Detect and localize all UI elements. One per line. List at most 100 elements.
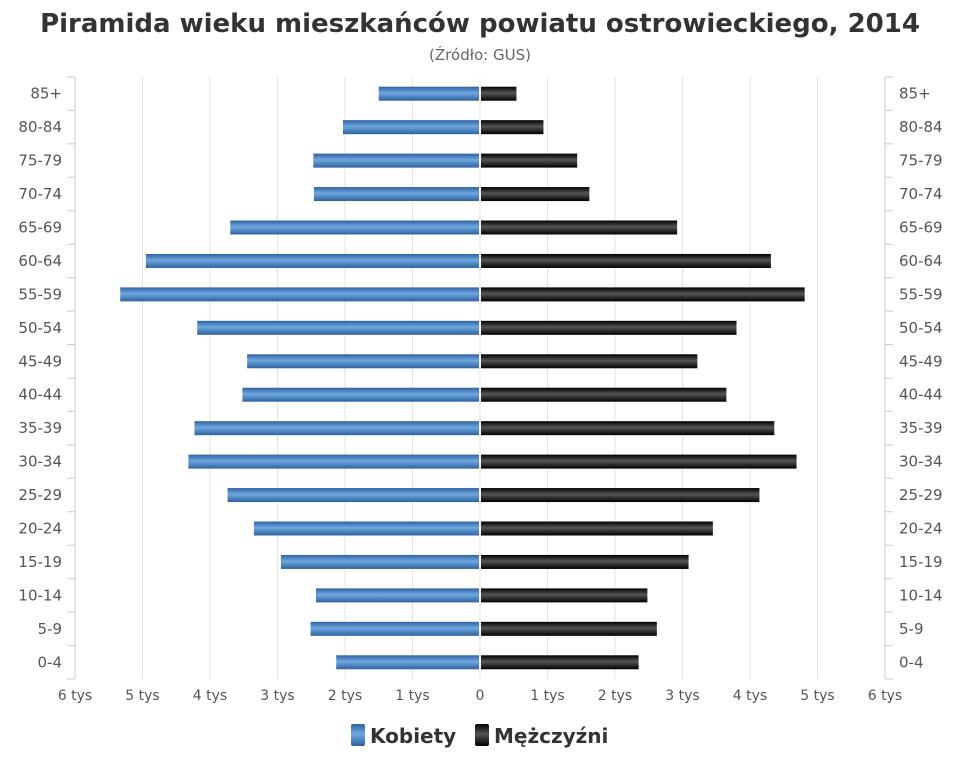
axes [67,76,893,680]
category-label-left: 20-24 [18,520,62,538]
x-tick-label: 5 tys [125,688,159,704]
bar-men-5-9[interactable] [481,621,657,636]
bar-women-35-39[interactable] [194,421,479,436]
category-label-right: 30-34 [899,453,943,471]
category-labels: 85+ 85+ 80-84 80-84 75-79 75-79 70-74 70-74 65-6… [18,85,942,672]
category-label-left: 40-44 [18,386,62,404]
bar-women-40-44[interactable] [242,387,479,402]
bar-women-55-59[interactable] [120,287,479,302]
category-label-right: 45-49 [899,352,943,370]
bar-men-45-49[interactable] [481,354,698,369]
bar-men-15-19[interactable] [481,554,689,569]
category-label-right: 15-19 [899,553,943,571]
category-label-right: 55-59 [899,285,943,303]
x-tick-label: 6 tys [58,688,92,704]
category-label-right: 0-4 [899,653,924,671]
x-tick-label: 1 tys [530,688,564,704]
category-label-left: 45-49 [18,352,62,370]
category-label-left: 85+ [30,85,62,103]
bar-men-50-54[interactable] [481,320,737,335]
bar-men-40-44[interactable] [481,387,727,402]
x-tick-label: 1 tys [395,688,429,704]
bar-men-55-59[interactable] [481,287,805,302]
bar-women-0-4[interactable] [336,655,479,670]
x-tick-labels: 6 tys 5 tys 4 tys 3 tys 2 tys 1 tys 0 1 tys 2 ty… [58,688,902,704]
category-label-right: 70-74 [899,185,943,203]
category-label-left: 75-79 [18,152,62,170]
category-label-right: 60-64 [899,252,943,270]
legend-item-women[interactable]: Kobiety [351,724,456,748]
bar-women-10-14[interactable] [315,588,479,603]
category-label-right: 85+ [899,85,931,103]
bar-men-25-29[interactable] [481,488,760,503]
legend-label-men: Mężczyźni [494,724,608,748]
category-label-left: 60-64 [18,252,62,270]
category-label-left: 55-59 [18,285,62,303]
bar-women-50-54[interactable] [197,320,480,335]
category-label-right: 35-39 [899,419,943,437]
category-label-right: 50-54 [899,319,943,337]
bar-women-5-9[interactable] [310,621,479,636]
x-tick-label: 6 tys [868,688,902,704]
bar-women-20-24[interactable] [253,521,479,536]
category-label-right: 20-24 [899,520,943,538]
category-label-left: 0-4 [38,653,63,671]
category-label-right: 65-69 [899,219,943,237]
x-tick-label: 0 [476,688,485,704]
bar-women-60-64[interactable] [145,253,479,268]
category-label-right: 25-29 [899,486,943,504]
chart-subtitle: (Źródło: GUS) [429,45,531,64]
category-label-right: 5-9 [899,620,924,638]
x-tick-label: 5 tys [800,688,834,704]
bar-women-80-84[interactable] [342,120,479,135]
category-label-left: 15-19 [18,553,62,571]
legend: Kobiety Mężczyźni [351,724,608,748]
category-label-left: 65-69 [18,219,62,237]
category-label-left: 80-84 [18,118,62,136]
category-label-left: 30-34 [18,453,62,471]
bar-men-60-64[interactable] [481,253,771,268]
legend-swatch-men [475,724,489,746]
category-label-left: 25-29 [18,486,62,504]
bar-men-80-84[interactable] [481,120,544,135]
category-label-left: 5-9 [38,620,63,638]
bar-men-85+[interactable] [481,86,517,101]
x-tick-label: 2 tys [598,688,632,704]
legend-swatch-women [351,724,365,746]
bar-men-35-39[interactable] [481,421,775,436]
legend-label-women: Kobiety [370,724,456,748]
category-label-right: 80-84 [899,118,943,136]
bar-women-45-49[interactable] [247,354,479,369]
legend-item-men[interactable]: Mężczyźni [475,724,608,748]
bar-men-70-74[interactable] [481,187,590,202]
bar-men-75-79[interactable] [481,153,578,168]
bar-women-75-79[interactable] [313,153,479,168]
bar-men-10-14[interactable] [481,588,648,603]
category-label-right: 10-14 [899,586,943,604]
category-label-left: 35-39 [18,419,62,437]
gridlines [74,77,886,679]
bar-women-15-19[interactable] [280,554,479,569]
x-tick-label: 3 tys [665,688,699,704]
bar-men-0-4[interactable] [481,655,639,670]
bars [120,86,805,670]
x-tick-label: 3 tys [260,688,294,704]
bar-women-70-74[interactable] [313,187,479,202]
bar-men-65-69[interactable] [481,220,678,235]
bar-women-85+[interactable] [378,86,479,101]
category-label-left: 50-54 [18,319,62,337]
bar-men-30-34[interactable] [481,454,797,469]
category-label-left: 70-74 [18,185,62,203]
category-label-left: 10-14 [18,586,62,604]
x-tick-label: 4 tys [193,688,227,704]
bar-men-20-24[interactable] [481,521,713,536]
x-tick-label: 2 tys [328,688,362,704]
category-label-right: 75-79 [899,152,943,170]
bar-women-65-69[interactable] [230,220,479,235]
bar-women-25-29[interactable] [227,488,479,503]
bar-women-30-34[interactable] [188,454,479,469]
x-tick-label: 4 tys [733,688,767,704]
chart-title: Piramida wieku mieszkańców powiatu ostro… [40,9,920,39]
category-label-right: 40-44 [899,386,943,404]
